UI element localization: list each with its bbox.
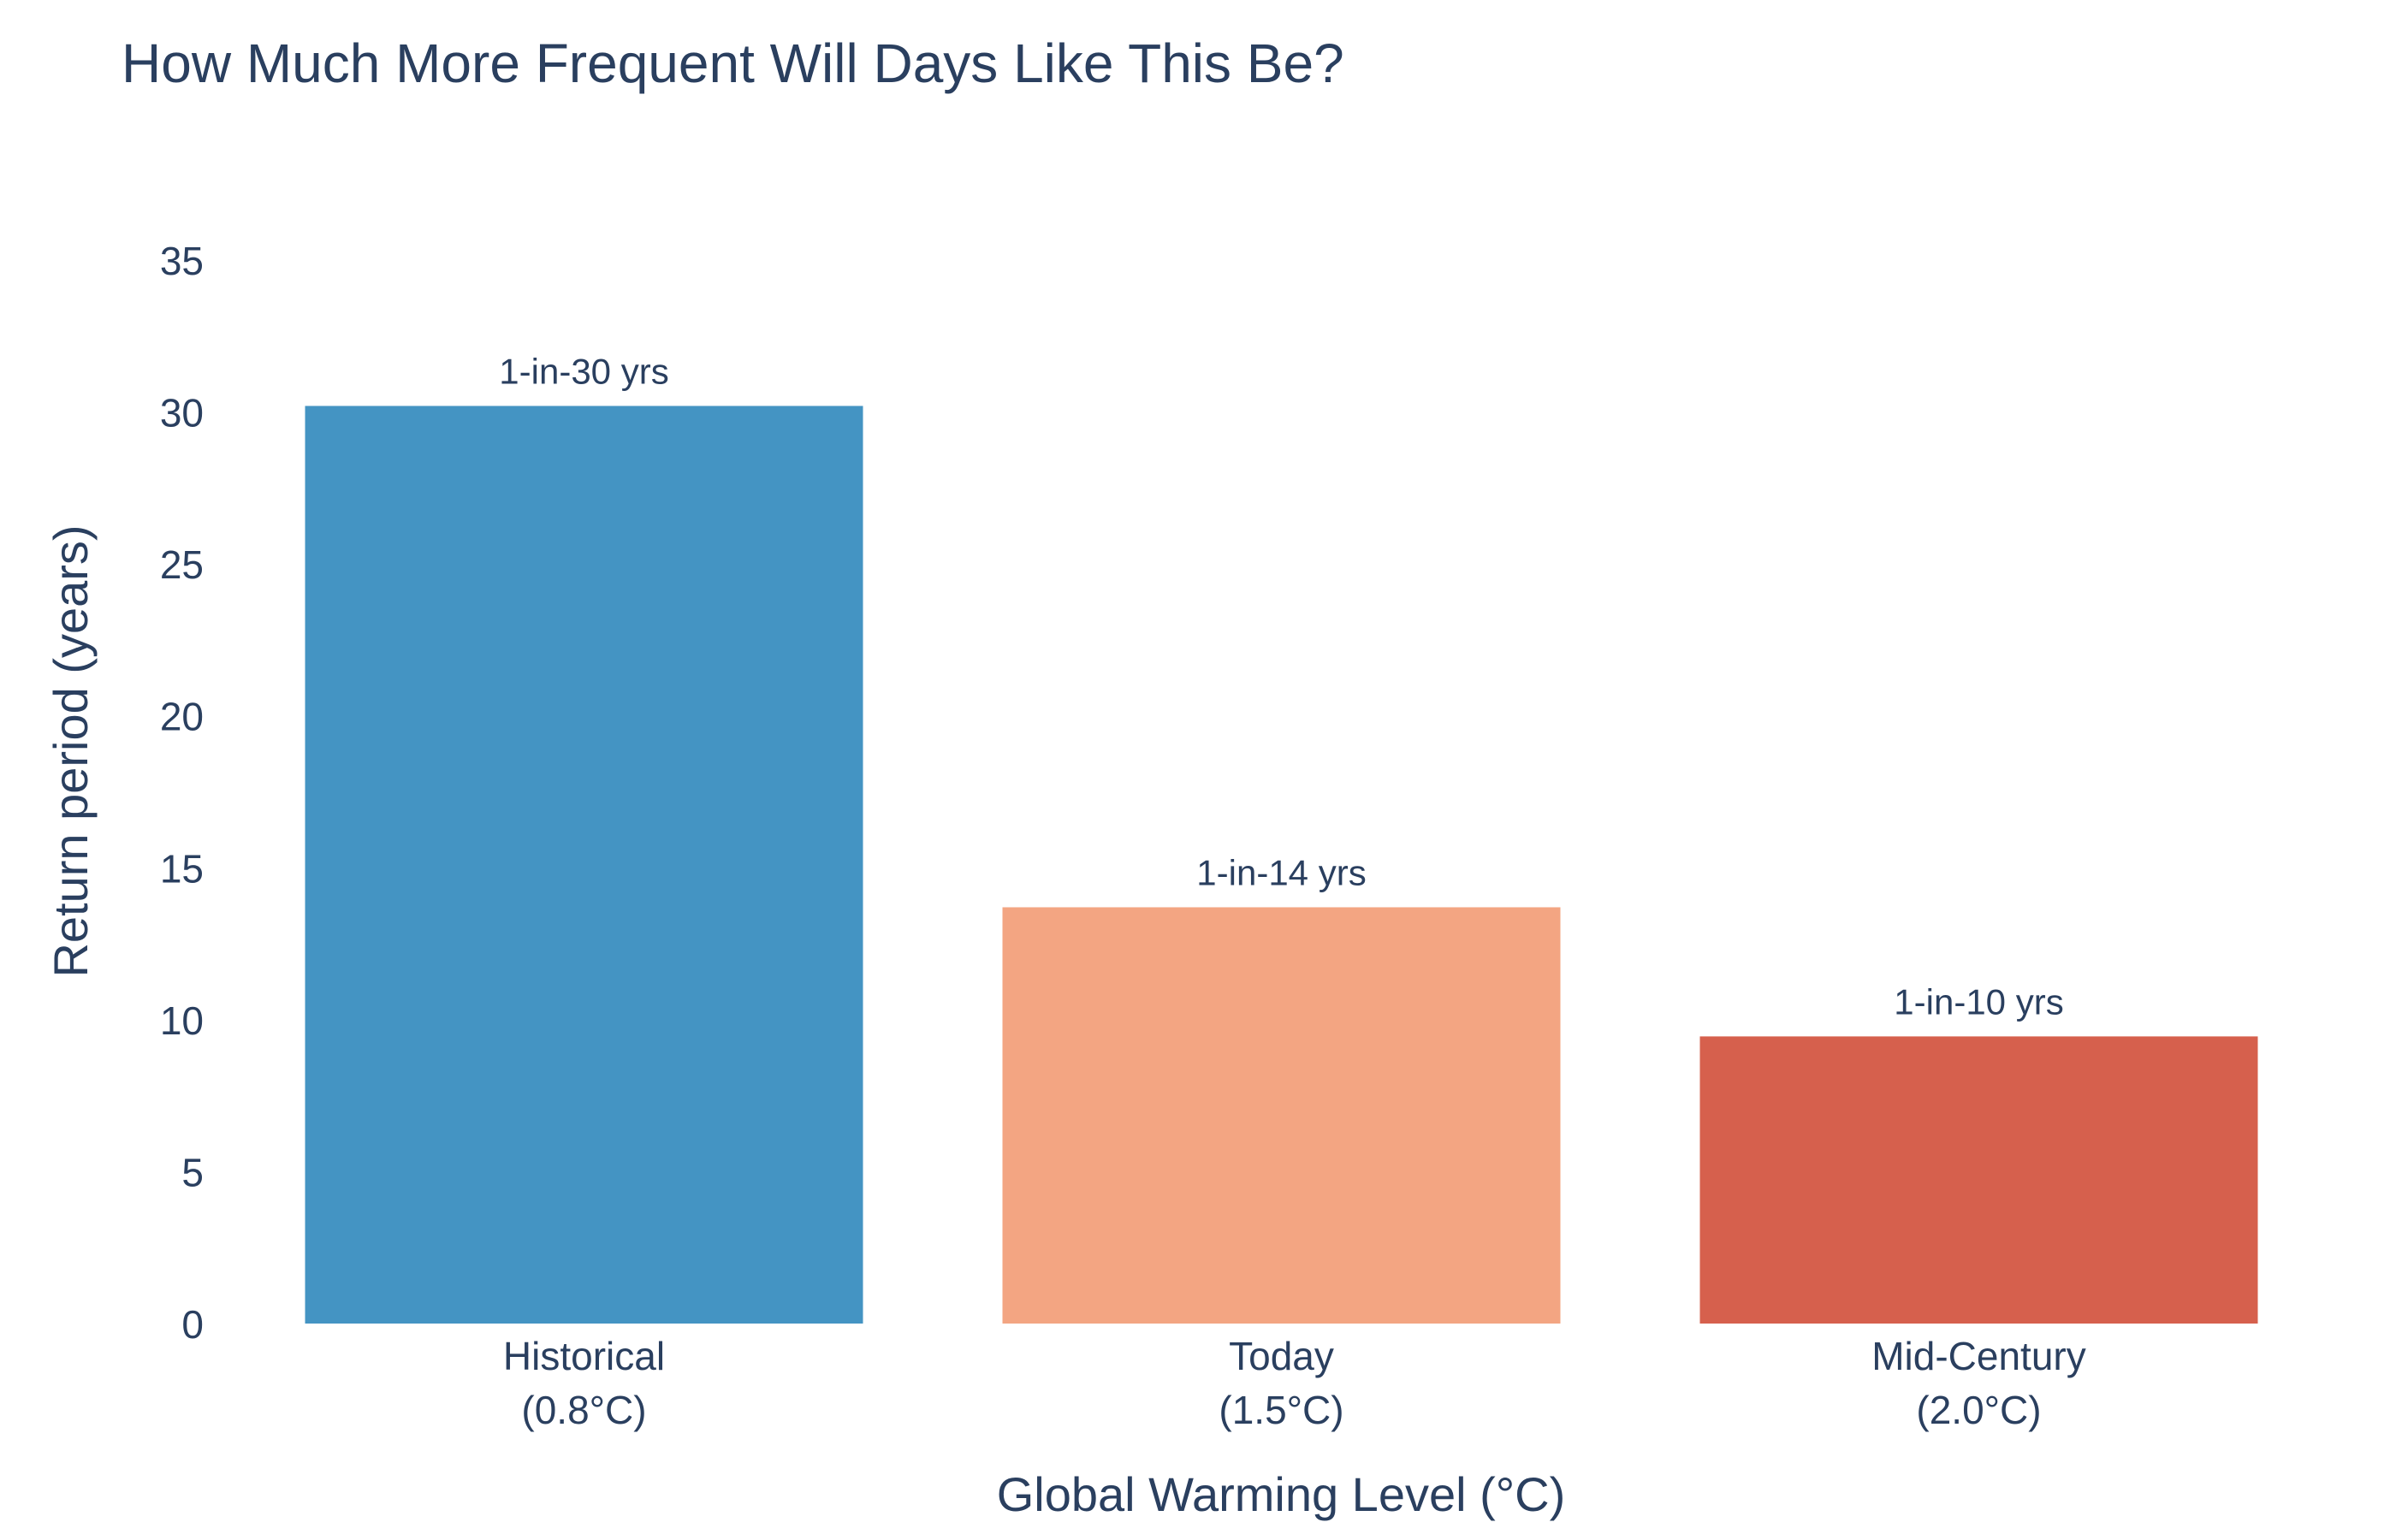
bar-data-label: 1-in-10 yrs bbox=[1894, 981, 2063, 1022]
y-tick-label: 35 bbox=[160, 239, 204, 283]
y-tick-label: 0 bbox=[181, 1302, 204, 1347]
y-axis-title: Return period (years) bbox=[44, 524, 98, 977]
bar bbox=[1699, 1036, 2258, 1324]
chart-title: How Much More Frequent Will Days Like Th… bbox=[122, 33, 1344, 94]
bar-data-labels: 1-in-30 yrs 1-in-14 yrs 1-in-10 yrs bbox=[499, 351, 2063, 1022]
y-tick-label: 30 bbox=[160, 391, 204, 435]
bar-data-label: 1-in-30 yrs bbox=[499, 351, 668, 391]
x-axis-title: Global Warming Level (°C) bbox=[997, 1467, 1566, 1521]
y-tick-label: 20 bbox=[160, 695, 204, 739]
x-tick-label: Historical bbox=[503, 1334, 665, 1378]
x-tick-sublabel: (0.8°C) bbox=[521, 1388, 646, 1432]
y-tick-label: 10 bbox=[160, 998, 204, 1043]
y-tick-label: 15 bbox=[160, 846, 204, 891]
bar bbox=[305, 406, 863, 1324]
bar-data-label: 1-in-14 yrs bbox=[1196, 852, 1366, 892]
x-axis-ticks: Historical (0.8°C) Today (1.5°C) Mid-Century… bbox=[503, 1334, 2086, 1432]
y-axis-ticks: 0 5 10 15 20 25 30 35 bbox=[160, 239, 204, 1347]
x-tick-label: Today bbox=[1229, 1334, 1334, 1378]
bar bbox=[1002, 907, 1561, 1324]
bars bbox=[305, 406, 2258, 1324]
x-tick-sublabel: (1.5°C) bbox=[1219, 1388, 1343, 1432]
y-tick-label: 25 bbox=[160, 542, 204, 587]
x-tick-sublabel: (2.0°C) bbox=[1916, 1388, 2041, 1432]
x-tick-label: Mid-Century bbox=[1871, 1334, 2086, 1378]
y-tick-label: 5 bbox=[181, 1150, 204, 1194]
